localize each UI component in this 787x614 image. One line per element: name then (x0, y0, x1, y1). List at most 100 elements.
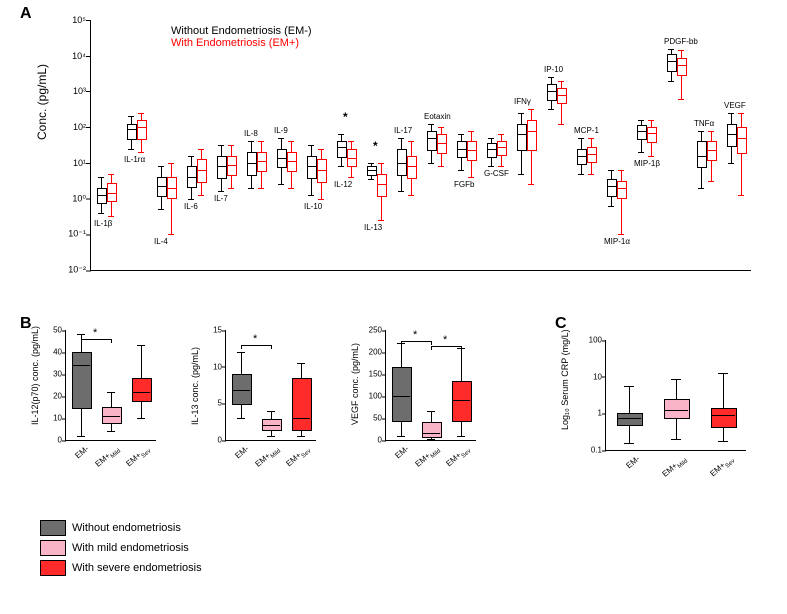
boxplot-em_plus (467, 20, 475, 270)
ytick: 100 (584, 336, 602, 345)
panel-a-ytick: 10⁻² (56, 265, 86, 276)
subplot-ylabel: IL-13 conc. (pg/mL) (190, 347, 200, 425)
boxplot-group (711, 340, 735, 450)
subplot-axes: 050100150200250EM-EM+MildEM+Sev** (385, 330, 476, 441)
boxplot-em_minus (517, 20, 525, 270)
panel-a-plot: Without Endometriosis (EM-) With Endomet… (90, 20, 751, 271)
boxplot-em_plus (587, 20, 595, 270)
boxplot-em_plus (167, 20, 175, 270)
xlabel: EM+Sev (284, 444, 312, 470)
analyte-label: IL-1rα (124, 155, 145, 164)
subplot-ylabel: IL-12(p70) conc. (pg/mL) (30, 326, 40, 425)
boxplot-em_plus (707, 20, 715, 270)
analyte-label: FGFb (454, 180, 474, 189)
boxplot-em_minus (337, 20, 345, 270)
analyte-label: MCP-1 (574, 126, 599, 135)
xlabel: EM+Mild (661, 454, 690, 481)
ytick: 10 (44, 414, 62, 423)
legend-row: With severe endometriosis (40, 560, 202, 576)
sig-bar (81, 339, 111, 340)
analyte-label: Eotaxin (424, 112, 451, 121)
boxplot-em_plus (557, 20, 565, 270)
xlabel: EM+Sev (124, 444, 152, 470)
boxplot-em_minus (667, 20, 675, 270)
analyte-label: IL-7 (214, 194, 228, 203)
boxplot-em_minus (577, 20, 585, 270)
panel-b-subplot: IL-13 conc. (pg/mL) 051015EM-EM+MildEM+Se… (190, 330, 320, 470)
boxplot-em_plus (317, 20, 325, 270)
subplot-axes: 01020304050EM-EM+MildEM+Sev* (65, 330, 156, 441)
analyte-label: PDGF-bb (664, 37, 698, 46)
ytick: 0 (44, 436, 62, 445)
boxplot-em_plus (647, 20, 655, 270)
analyte-label: G-CSF (484, 169, 509, 178)
ytick: 0 (204, 436, 222, 445)
ytick: 0.1 (584, 446, 602, 455)
boxplot-em_minus (187, 20, 195, 270)
analyte-label: IL-6 (184, 202, 198, 211)
ytick: 10 (584, 372, 602, 381)
boxplot-em_minus (247, 20, 255, 270)
panel-a-ytick: 10⁰ (56, 193, 86, 204)
panel-a-ytick: 10¹ (56, 158, 86, 168)
ytick: 50 (364, 414, 382, 423)
boxplot-em_plus (677, 20, 685, 270)
analyte-label: MIP-1α (604, 237, 630, 246)
boxplot-group (664, 340, 688, 450)
boxplot-em_minus (487, 20, 495, 270)
xlabel: EM- (234, 444, 251, 460)
ytick: 250 (364, 326, 382, 335)
ytick: 1 (584, 409, 602, 418)
legend-row: Without endometriosis (40, 520, 202, 536)
subplot-axes: 051015EM-EM+MildEM+Sev* (225, 330, 316, 441)
subplot-ylabel: VEGF conc. (pg/mL) (350, 343, 360, 425)
legend-bottom: Without endometriosis With mild endometri… (40, 520, 202, 580)
panel-c-ylabel: Log₁₀ Serum CRP (mg/L) (560, 329, 570, 430)
boxplot-em_plus (377, 20, 385, 270)
boxplot-group (132, 330, 150, 440)
analyte-label: TNFα (694, 119, 714, 128)
boxplot-em_minus (547, 20, 555, 270)
sig-star: * (413, 329, 417, 341)
analyte-label: IL-13 (364, 223, 382, 232)
analyte-label: IP-10 (544, 65, 563, 74)
boxplot-em_minus (607, 20, 615, 270)
analyte-label: IL-4 (154, 237, 168, 246)
sig-star: * (93, 327, 97, 339)
xlabel: EM- (624, 454, 641, 470)
boxplot-em_plus (407, 20, 415, 270)
boxplot-em_plus (737, 20, 745, 270)
boxplot-em_plus (497, 20, 505, 270)
panel-b-subplot: VEGF conc. (pg/mL) 050100150200250EM-EM+M… (350, 330, 480, 470)
boxplot-group (102, 330, 120, 440)
boxplot-em_minus (397, 20, 405, 270)
boxplot-em_minus (157, 20, 165, 270)
panel-c: Log₁₀ Serum CRP (mg/L) 0.1110100EM-EM+Mi… (560, 320, 760, 490)
analyte-label: IL-8 (244, 129, 258, 138)
panel-b-subplot: IL-12(p70) conc. (pg/mL)01020304050EM-EM… (30, 330, 160, 470)
panel-c-axes: 0.1110100EM-EM+MildEM+Sev (605, 340, 746, 451)
legend-text: With severe endometriosis (72, 562, 202, 574)
boxplot-em_plus (527, 20, 535, 270)
ytick: 0 (364, 436, 382, 445)
analyte-label: IL-17 (394, 126, 412, 135)
boxplot-em_minus (217, 20, 225, 270)
legend-text: With mild endometriosis (72, 542, 189, 554)
ytick: 20 (44, 392, 62, 401)
panel-a-ytick: 10⁴ (56, 51, 86, 61)
boxplot-em_minus (307, 20, 315, 270)
xlabel: EM+Sev (444, 444, 472, 470)
boxplot-em_minus (427, 20, 435, 270)
panel-b: IL-12(p70) conc. (pg/mL) 01020304050EM-EM… (30, 320, 510, 520)
sig-bar (431, 346, 461, 347)
boxplot-em_plus (257, 20, 265, 270)
boxplot-em_minus (277, 20, 285, 270)
boxplot-group (292, 330, 310, 440)
ytick: 30 (44, 370, 62, 379)
xlabel: EM+Mild (254, 444, 283, 471)
boxplot-em_minus (457, 20, 465, 270)
legend-swatch (40, 520, 66, 536)
boxplot-em_plus (227, 20, 235, 270)
boxplot-em_plus (617, 20, 625, 270)
ytick: 100 (364, 392, 382, 401)
